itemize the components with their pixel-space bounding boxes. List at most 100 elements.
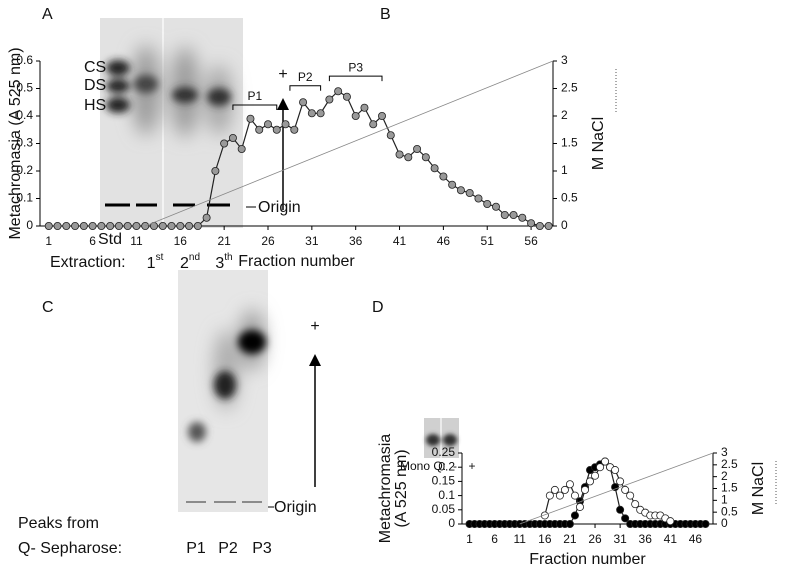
x-axis-label: Fraction number (529, 551, 646, 568)
lane-label: 3th (215, 252, 232, 273)
y-axis-label: Metachromasia (377, 434, 394, 543)
x-tick-label: 36 (349, 234, 363, 248)
y-axis-label: (A 525 nm) (393, 449, 410, 527)
caption: Q- Sepharose: (18, 540, 122, 557)
x-tick-label: 41 (393, 234, 407, 248)
label-sup: st (156, 252, 164, 263)
y-tick-label: 0.1 (438, 488, 455, 502)
data-point (570, 491, 579, 500)
y2-tick-label: 0.5 (721, 504, 738, 518)
data-point (611, 466, 620, 475)
data-point (307, 109, 316, 118)
inset-lane: + (468, 459, 475, 473)
data-point (591, 471, 600, 480)
polarity-label: + (310, 318, 319, 335)
data-point (167, 221, 176, 230)
panel-label: D (372, 299, 384, 316)
label-sup: nd (189, 252, 200, 263)
peak-bracket (289, 85, 322, 91)
y-tick-label: 0 (26, 218, 33, 232)
data-point (106, 221, 115, 230)
x-tick-label: 1 (45, 234, 52, 248)
x-tick-label: 16 (174, 234, 188, 248)
inset-gel (424, 418, 459, 458)
y2-tick-label: 2 (721, 469, 728, 483)
y-tick-label: 0 (448, 516, 455, 530)
x-tick-label: 6 (89, 234, 96, 248)
data-point (263, 120, 272, 129)
lane-label: P1 (186, 540, 206, 557)
data-point (290, 125, 299, 134)
data-point (176, 221, 185, 230)
lane-label: 2nd (180, 252, 200, 273)
gradient-line (519, 452, 714, 525)
y-tick-label: 0.2 (438, 459, 455, 473)
data-point (228, 133, 237, 142)
y-tick-label: 0.3 (16, 136, 33, 150)
peak-bracket (328, 75, 383, 82)
y2-tick-label: 3 (561, 53, 568, 67)
data-point (334, 87, 343, 96)
x-tick-label: 6 (491, 532, 498, 546)
polarity-label: + (278, 66, 287, 83)
data-point (79, 221, 88, 230)
data-point (53, 221, 62, 230)
x-tick-label: 31 (305, 234, 319, 248)
data-point (570, 511, 579, 520)
label-sup: th (224, 252, 232, 263)
data-point (185, 221, 194, 230)
data-point (421, 153, 430, 162)
y-tick-label: 0.6 (16, 53, 33, 67)
y2-tick-label: 1.5 (721, 481, 738, 495)
gel-bands (106, 60, 231, 113)
data-point (395, 150, 404, 159)
data-point (616, 477, 625, 486)
y2-axis-label: M NaCl (590, 117, 607, 170)
lane-label: 1st (147, 252, 164, 273)
y-tick-label: 0.4 (16, 108, 33, 122)
data-point (545, 491, 554, 500)
data-point (272, 125, 281, 134)
x-tick-label: 46 (437, 234, 451, 248)
gradient-line (145, 60, 554, 227)
band-label: CS (84, 59, 106, 76)
x-tick-label: 16 (538, 532, 552, 546)
caption: Peaks from (18, 515, 99, 532)
inset-lane: - (453, 459, 457, 473)
x-tick-label: 36 (639, 532, 653, 546)
data-point (386, 131, 395, 140)
data-point (527, 219, 536, 228)
data-point (316, 109, 325, 118)
peak-label: P3 (348, 60, 363, 74)
data-point (342, 92, 351, 101)
extraction-label: Extraction: (50, 254, 126, 271)
y2-tick-label: 2.5 (721, 457, 738, 471)
data-point (550, 485, 559, 494)
x-tick-label: 26 (588, 532, 602, 546)
y2-tick-label: 1.5 (561, 136, 578, 150)
x-tick-label: 41 (664, 532, 678, 546)
y-tick-label: 0.5 (16, 81, 33, 95)
data-point (44, 221, 53, 230)
x-tick-label: 26 (261, 234, 275, 248)
data-point (565, 520, 574, 529)
data-point (351, 112, 360, 121)
data-point (237, 144, 246, 153)
data-point (601, 457, 610, 466)
data-point (596, 463, 605, 472)
y-tick-label: 0.05 (432, 502, 456, 516)
data-point (132, 221, 141, 230)
data-point (88, 221, 97, 230)
data-point (560, 485, 569, 494)
data-point (535, 221, 544, 230)
data-point (474, 194, 483, 203)
data-point (62, 221, 71, 230)
x-tick-label: 51 (481, 234, 495, 248)
band-label: HS (84, 97, 106, 114)
data-point (281, 120, 290, 129)
data-point (621, 485, 630, 494)
data-point (299, 98, 308, 107)
panel-label: C (42, 299, 54, 316)
x-tick-label: 21 (217, 234, 231, 248)
y-tick-label: 0.25 (432, 445, 456, 459)
